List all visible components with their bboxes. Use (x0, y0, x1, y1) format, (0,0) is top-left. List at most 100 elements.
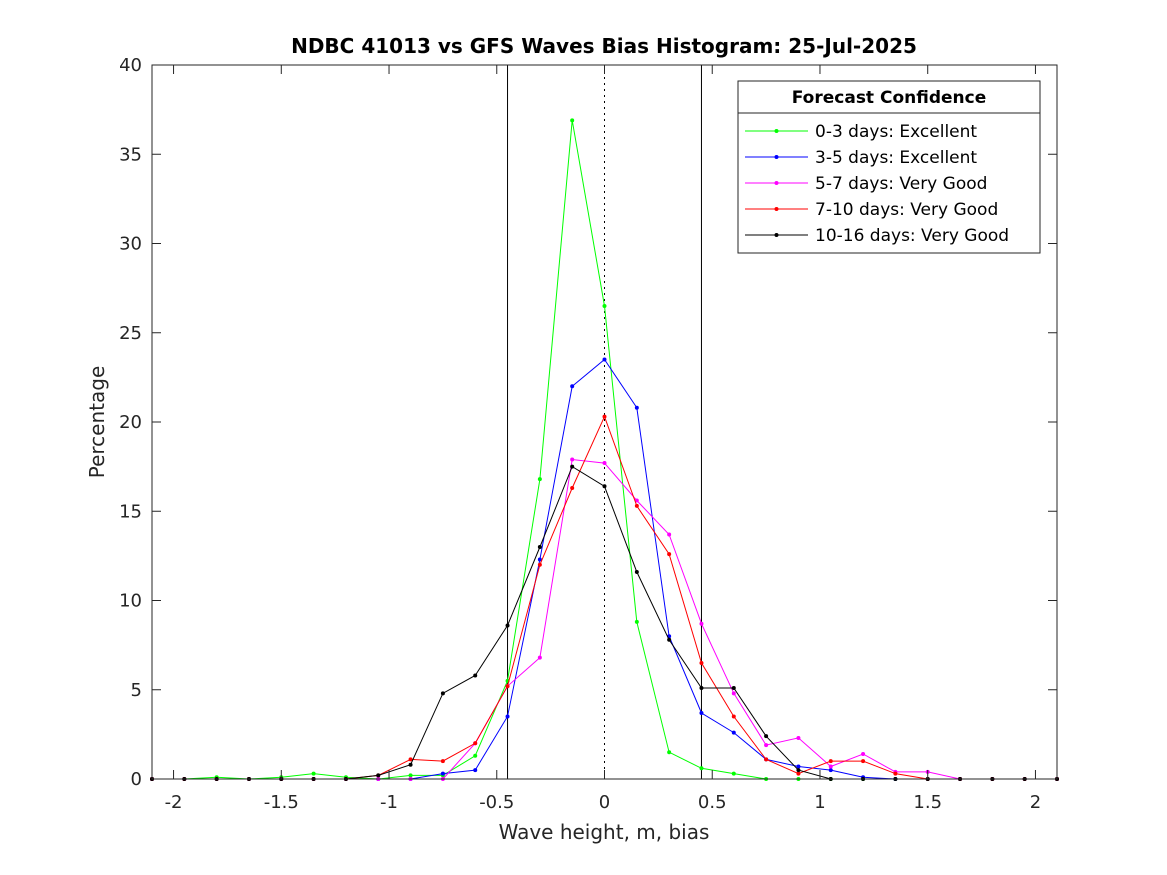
y-tick-label: 35 (119, 144, 142, 165)
y-tick-label: 0 (131, 769, 142, 790)
x-tick-label: -1.5 (264, 792, 299, 813)
data-point (602, 461, 607, 466)
legend-label: 0-3 days: Excellent (815, 122, 977, 142)
data-point (537, 562, 542, 567)
legend-swatch-marker (774, 181, 779, 185)
data-point (699, 766, 704, 771)
reference-lines (507, 65, 702, 779)
x-tick-label: 2 (1030, 792, 1041, 813)
data-point (570, 118, 575, 123)
data-point (796, 735, 801, 740)
data-point (570, 486, 575, 491)
data-point (537, 557, 542, 562)
data-point (796, 764, 801, 769)
data-point (667, 637, 672, 642)
legend-label: 7-10 days: Very Good (815, 200, 998, 220)
chart-title: NDBC 41013 vs GFS Waves Bias Histogram: … (291, 34, 917, 58)
data-point (440, 691, 445, 696)
x-tick-label: 1.5 (913, 792, 942, 813)
y-tick-label: 30 (119, 234, 142, 255)
x-axis-label: Wave height, m, bias (499, 820, 710, 844)
data-point (634, 498, 639, 503)
data-point (408, 757, 413, 762)
data-point (699, 685, 704, 690)
legend-label: 10-16 days: Very Good (815, 226, 1009, 246)
legend-box (737, 80, 1041, 254)
data-point (473, 753, 478, 758)
data-point (861, 752, 866, 757)
legend-label: 5-7 days: Very Good (815, 174, 987, 194)
legend-swatch-marker (774, 233, 779, 237)
data-point (796, 768, 801, 773)
data-point (570, 457, 575, 462)
data-point (667, 750, 672, 755)
data-point (893, 771, 898, 776)
data-point (796, 771, 801, 776)
data-point (473, 768, 478, 773)
legend-item: 7-10 days: Very Good (745, 200, 998, 220)
y-tick-label: 10 (119, 591, 142, 612)
data-point (570, 384, 575, 389)
x-axis-ticks: -2 -1.5 -1 -0.5 0 0.5 1 1.5 2 (165, 65, 1041, 813)
data-point (602, 414, 607, 419)
data-point (408, 762, 413, 767)
data-point (699, 621, 704, 626)
data-point (699, 710, 704, 715)
data-point (731, 685, 736, 690)
data-point (602, 484, 607, 489)
data-point (731, 691, 736, 696)
x-tick-label: 1 (814, 792, 825, 813)
data-point (311, 771, 316, 776)
legend: Forecast Confidence 0-3 days: Excellent 3… (737, 80, 1041, 254)
data-point (764, 757, 769, 762)
data-point (731, 730, 736, 735)
data-point (861, 759, 866, 764)
legend-item: 3-5 days: Excellent (745, 148, 977, 168)
data-point (505, 714, 510, 719)
legend-items: 0-3 days: Excellent 3-5 days: Excellent 5-… (745, 122, 1009, 246)
legend-swatch-marker (774, 129, 779, 133)
data-point (731, 771, 736, 776)
data-point (602, 357, 607, 362)
x-tick-label: -2 (165, 792, 183, 813)
data-point (699, 660, 704, 665)
data-point (570, 464, 575, 469)
legend-swatch-marker (774, 155, 779, 159)
data-point (634, 619, 639, 624)
data-point (764, 734, 769, 739)
data-point (731, 714, 736, 719)
y-axis-label: Percentage (85, 366, 109, 479)
data-point (537, 544, 542, 549)
x-tick-label: 0.5 (698, 792, 727, 813)
data-point (667, 532, 672, 537)
y-tick-label: 25 (119, 323, 142, 344)
legend-title: Forecast Confidence (792, 88, 987, 108)
y-tick-label: 15 (119, 501, 142, 522)
data-point (473, 673, 478, 678)
data-point (537, 655, 542, 660)
y-tick-label: 20 (119, 412, 142, 433)
data-point (408, 773, 413, 778)
data-point (376, 773, 381, 778)
y-tick-label: 5 (131, 680, 142, 701)
data-point (634, 569, 639, 574)
data-point (537, 477, 542, 482)
data-point (473, 741, 478, 746)
data-point (505, 684, 510, 689)
y-axis-ticks: 0 5 10 15 20 25 30 35 40 (119, 55, 1057, 790)
data-point (634, 503, 639, 508)
x-tick-label: -1 (380, 792, 398, 813)
legend-item: 0-3 days: Excellent (745, 122, 977, 142)
y-tick-label: 40 (119, 55, 142, 76)
legend-item: 10-16 days: Very Good (745, 226, 1009, 246)
data-point (602, 303, 607, 308)
legend-label: 3-5 days: Excellent (815, 148, 977, 168)
x-tick-label: -0.5 (479, 792, 514, 813)
data-point (634, 405, 639, 410)
data-point (440, 771, 445, 776)
x-tick-label: 0 (599, 792, 610, 813)
data-point (828, 764, 833, 769)
data-point (828, 759, 833, 764)
data-point (828, 768, 833, 773)
